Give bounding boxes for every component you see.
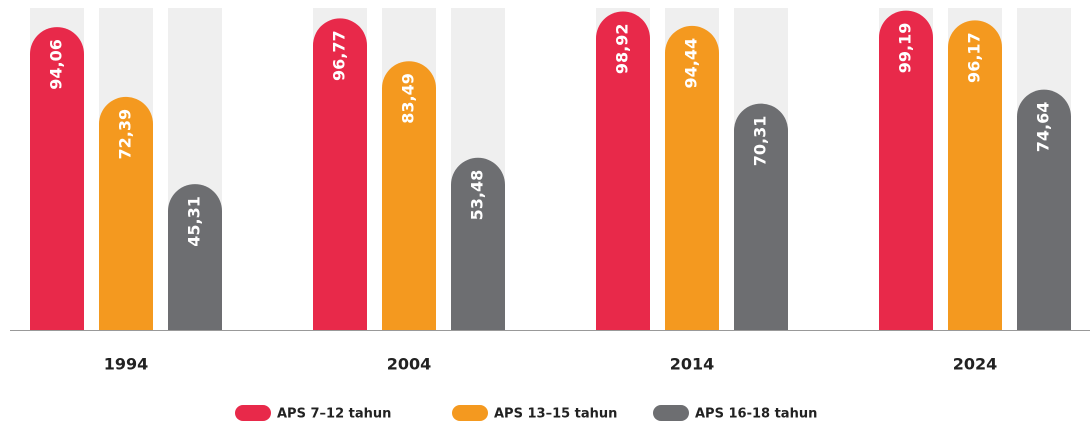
value-label: 72,39 (116, 109, 135, 160)
bar (948, 20, 1002, 330)
bar (734, 103, 788, 330)
value-label: 45,31 (185, 196, 204, 247)
bar (596, 11, 650, 330)
value-label: 74,64 (1034, 102, 1053, 153)
bar (1017, 89, 1071, 330)
bar (665, 25, 719, 331)
legend-swatch (235, 405, 271, 421)
value-label: 94,06 (47, 39, 66, 90)
value-label: 98,92 (613, 23, 632, 74)
legend-label: APS 16-18 tahun (695, 407, 817, 422)
value-label: 94,44 (682, 38, 701, 89)
legend-label: APS 13–15 tahun (494, 407, 617, 422)
x-tick-label: 2014 (670, 355, 715, 374)
x-tick-label: 2024 (953, 355, 998, 374)
legend-swatch (653, 405, 689, 421)
value-label: 96,17 (965, 32, 984, 83)
bar (30, 27, 84, 331)
value-label: 53,48 (468, 170, 487, 221)
value-label: 99,19 (896, 23, 915, 74)
value-label: 70,31 (751, 116, 770, 167)
x-tick-label: 1994 (104, 355, 149, 374)
value-label: 83,49 (399, 73, 418, 124)
value-label: 96,77 (330, 30, 349, 81)
bar (313, 18, 367, 330)
legend-label: APS 7–12 tahun (277, 407, 391, 422)
bar (879, 10, 933, 330)
x-tick-label: 2004 (387, 355, 432, 374)
bar (382, 61, 436, 330)
bar (99, 96, 153, 330)
legend-swatch (452, 405, 488, 421)
bar (168, 184, 222, 330)
bar (451, 157, 505, 330)
